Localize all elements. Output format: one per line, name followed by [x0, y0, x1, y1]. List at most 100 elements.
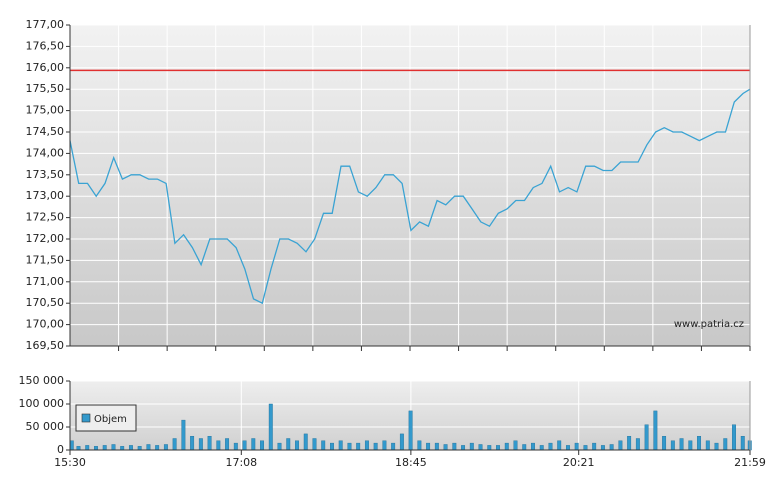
volume-bar — [714, 442, 719, 451]
volume-bar — [600, 445, 605, 451]
x-tick-label: 15:30 — [54, 456, 86, 469]
volume-bar — [260, 440, 264, 451]
legend-label: Objem — [94, 414, 127, 425]
volume-bar — [732, 424, 736, 451]
volume-bar — [190, 436, 195, 451]
volume-bar — [531, 442, 535, 451]
price-line — [69, 88, 751, 305]
y-tick-label: 171,50 — [26, 253, 65, 266]
x-tick-label: 17:08 — [225, 456, 257, 469]
volume-bar — [705, 440, 710, 451]
y-tick-label: 173,50 — [26, 168, 65, 181]
volume-bar — [172, 438, 177, 451]
volume-bar — [592, 442, 597, 451]
volume-bar — [408, 410, 413, 451]
volume-bar — [609, 444, 614, 451]
volume-bar — [295, 440, 299, 451]
volume-bar — [347, 442, 352, 451]
y-tick-label: 176,00 — [26, 61, 65, 74]
y-tick-label: 172,50 — [26, 211, 65, 224]
y-tick-label: 150 000 — [19, 374, 65, 387]
y-tick-label: 171,00 — [26, 275, 65, 288]
volume-bar — [583, 445, 588, 451]
volume-bar — [207, 436, 212, 451]
volume-bar — [356, 442, 361, 451]
volume-bar — [102, 445, 107, 451]
volume-bar — [434, 442, 439, 451]
volume-bar — [697, 436, 702, 451]
y-tick-label: 174,50 — [26, 125, 65, 138]
y-tick-label: 169,50 — [26, 339, 65, 352]
volume-bar — [679, 438, 684, 451]
volume-bar — [338, 440, 343, 451]
x-tick-label: 18:45 — [395, 456, 427, 469]
volume-bar — [198, 438, 203, 451]
volume-bar — [618, 440, 623, 451]
volume-bar — [303, 433, 308, 451]
volume-bar — [216, 440, 221, 451]
volume-bar — [330, 442, 334, 451]
volume-bar — [120, 446, 125, 451]
volume-bar — [574, 442, 579, 451]
y-tick-label: 174,00 — [26, 146, 65, 159]
volume-bar — [137, 446, 142, 451]
volume-bar — [286, 438, 291, 451]
y-tick-label: 0 — [57, 443, 64, 456]
y-tick-label: 173,00 — [26, 189, 65, 202]
volume-bar — [496, 445, 500, 451]
volume-bar — [662, 436, 667, 451]
volume-bar — [94, 446, 98, 451]
volume-bar — [635, 438, 640, 451]
y-tick-label: 100 000 — [19, 397, 65, 410]
volume-bar — [548, 442, 553, 451]
volume-bar — [740, 436, 745, 451]
volume-bar — [557, 440, 562, 451]
volume-bar — [233, 442, 238, 451]
volume-bar — [225, 438, 230, 451]
y-tick-label: 50 000 — [26, 420, 65, 433]
y-tick-label: 170,00 — [26, 318, 65, 331]
volume-bar — [163, 444, 168, 451]
volume-bar — [452, 442, 457, 451]
x-tick-label: 20:21 — [563, 456, 595, 469]
volume-bar — [399, 433, 404, 451]
y-tick-label: 177,00 — [26, 18, 65, 31]
y-tick-label: 176,50 — [26, 39, 65, 52]
y-tick-label: 175,50 — [26, 82, 65, 95]
x-tick-label: 21:59 — [734, 456, 766, 469]
volume-bar — [723, 438, 728, 451]
volume-bar — [487, 445, 492, 451]
volume-bar — [522, 444, 527, 451]
volume-bar — [513, 440, 518, 451]
volume-bar — [85, 445, 90, 451]
volume-bar — [688, 440, 693, 451]
y-tick-label: 172,00 — [26, 232, 65, 245]
volume-bar — [321, 440, 326, 451]
volume-bar — [111, 444, 116, 451]
watermark: www.patria.cz — [674, 319, 744, 330]
volume-bar — [417, 440, 422, 451]
volume-bar — [382, 440, 387, 451]
volume-bar — [627, 436, 632, 451]
volume-bar — [539, 445, 544, 451]
volume-bar — [391, 442, 396, 451]
volume-bar — [242, 440, 247, 451]
volume-bar — [155, 445, 160, 451]
volume-bar — [277, 442, 282, 451]
volume-bar — [76, 446, 81, 451]
y-tick-label: 175,00 — [26, 104, 65, 117]
volume-bar — [461, 445, 466, 451]
volume-bar — [670, 440, 675, 451]
volume-bar — [181, 419, 186, 451]
y-tick-label: 170,50 — [26, 296, 65, 309]
volume-bar — [373, 442, 378, 451]
volume-bar — [69, 440, 74, 451]
volume-bar — [478, 444, 483, 451]
volume-bar — [251, 438, 256, 451]
volume-bar — [146, 444, 151, 451]
volume-bar — [312, 438, 317, 451]
volume-bar — [443, 444, 448, 451]
volume-bar — [268, 403, 273, 451]
volume-bar — [653, 410, 658, 451]
